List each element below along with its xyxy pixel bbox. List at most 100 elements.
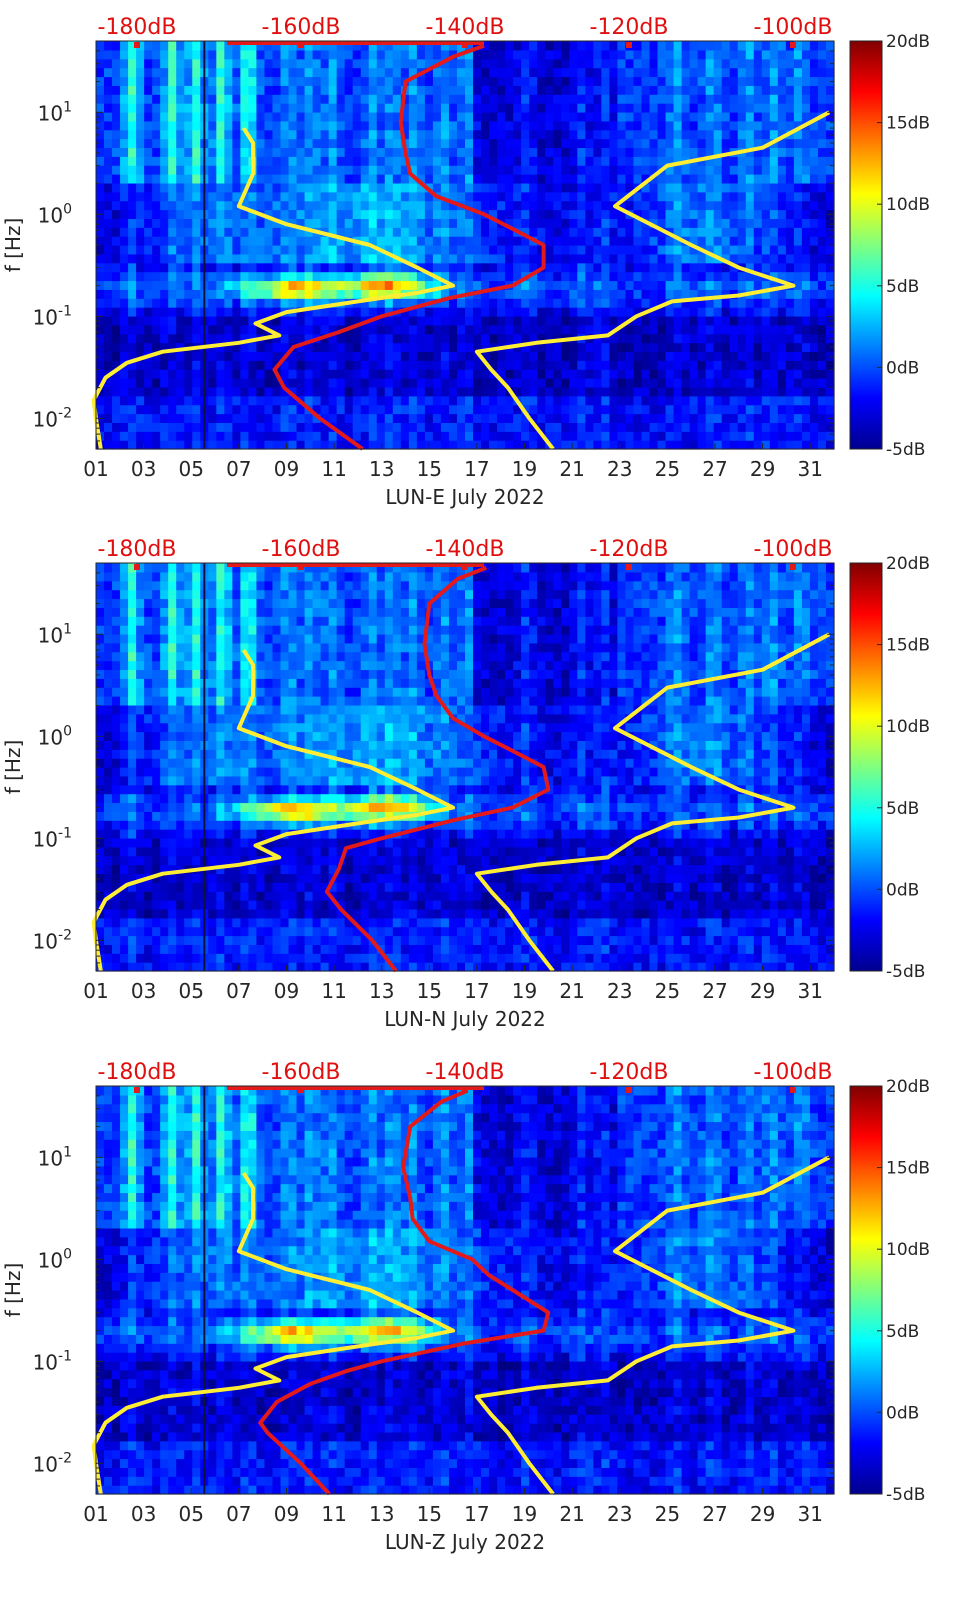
spectrogram-cell	[665, 351, 675, 361]
spectrogram-cell	[577, 94, 586, 104]
spectrogram-cell	[192, 571, 201, 582]
spectrogram-cell	[673, 431, 683, 441]
spectrogram-cell	[657, 103, 667, 113]
spectrogram-cell	[96, 775, 105, 786]
spectrogram-cell	[144, 855, 153, 866]
spectrogram-cell	[593, 431, 602, 441]
spectrogram-cell	[569, 67, 578, 78]
spectrogram-cell	[657, 245, 667, 255]
spectrogram-cell	[753, 103, 763, 113]
spectrogram-cell	[304, 440, 314, 450]
spectrogram-cell	[649, 262, 659, 273]
spectrogram-cell	[761, 386, 771, 397]
spectrogram-cell	[825, 147, 835, 157]
spectrogram-cell	[553, 307, 562, 317]
spectrogram-cell	[160, 165, 169, 175]
spectrogram-cell	[521, 315, 530, 326]
spectrogram-cell	[489, 431, 498, 441]
spectrogram-cell	[609, 307, 619, 317]
spectrogram-cell	[705, 182, 715, 193]
spectrogram-cell	[753, 174, 763, 184]
spectrogram-cell	[152, 935, 161, 945]
spectrogram-cell	[248, 342, 258, 353]
spectrogram-cell	[593, 369, 602, 379]
spectrogram-cell	[769, 191, 779, 202]
spectrogram-cell	[553, 129, 562, 140]
spectrogram-cell	[601, 253, 610, 264]
spectrogram-cell	[312, 307, 322, 317]
spectrogram-cell	[761, 182, 771, 193]
spectrogram-cell	[681, 315, 691, 326]
spectrogram-cell	[432, 253, 442, 264]
spectrogram-cell	[481, 85, 490, 95]
spectrogram-cell	[745, 94, 755, 104]
spectrogram-cell	[753, 271, 763, 282]
spectrogram-cell	[497, 422, 506, 432]
spectrogram-cell	[489, 209, 498, 219]
spectrogram-cell	[224, 298, 233, 308]
spectrogram-cell	[160, 767, 169, 777]
spectrogram-cell	[577, 227, 586, 237]
spectrogram-cell	[344, 369, 354, 379]
spectrogram-cell	[448, 174, 458, 184]
spectrogram-cell	[625, 111, 635, 122]
spectrogram-cell	[721, 360, 731, 370]
spectrogram-cell	[521, 174, 530, 184]
spectrogram-cell	[360, 174, 370, 184]
spectrogram-cell	[400, 120, 410, 131]
spectrogram-cell	[489, 360, 498, 370]
spectrogram-cell	[288, 351, 298, 361]
spectrogram-cell	[793, 94, 803, 104]
spectrogram-cell	[625, 360, 635, 370]
spectrogram-cell	[144, 182, 153, 193]
spectrogram-cell	[240, 200, 250, 211]
x-tick-label: 01	[83, 457, 108, 481]
spectrogram-cell	[745, 129, 755, 140]
spectrogram-cell	[440, 395, 450, 406]
spectrogram-cell	[160, 218, 169, 228]
spectrogram-cell	[416, 76, 426, 86]
spectrogram-cell	[144, 262, 153, 273]
spectrogram-cell	[192, 138, 201, 149]
spectrogram-cell	[232, 369, 241, 379]
spectrogram-cell	[569, 271, 578, 282]
spectrogram-cell	[128, 165, 137, 175]
spectrogram-cell	[593, 378, 602, 388]
spectrogram-cell	[160, 660, 169, 671]
spectrogram-cell	[801, 49, 811, 60]
spectrogram-cell	[304, 298, 314, 308]
spectrogram-cell	[240, 262, 250, 273]
spectrogram-cell	[184, 962, 193, 972]
spectrogram-cell	[617, 76, 627, 86]
spectrogram-cell	[392, 58, 402, 69]
spectrogram-cell	[304, 147, 314, 157]
spectrogram-cell	[312, 182, 322, 193]
spectrogram-cell	[240, 129, 250, 140]
spectrogram-cell	[152, 687, 161, 697]
spectrogram-cell	[440, 138, 450, 149]
spectrogram-cell	[585, 200, 594, 211]
spectrogram-cell	[473, 324, 482, 335]
spectrogram-cell	[569, 209, 578, 219]
spectrogram-cell	[585, 271, 594, 282]
spectrogram-cell	[617, 404, 627, 415]
spectrogram-cell	[673, 404, 683, 415]
spectrogram-cell	[144, 908, 153, 919]
spectrogram-cell	[288, 103, 298, 113]
spectrogram-cell	[184, 174, 193, 184]
spectrogram-cell	[505, 174, 514, 184]
spectrogram-cell	[96, 200, 105, 211]
spectrogram-cell	[456, 262, 466, 273]
spectrogram-cell	[168, 713, 177, 724]
spectrogram-cell	[376, 369, 386, 379]
spectrogram-cell	[256, 111, 266, 122]
spectrogram-cell	[184, 855, 193, 866]
spectrogram-cell	[360, 280, 370, 290]
spectrogram-cell	[633, 120, 643, 131]
spectrogram-cell	[184, 67, 193, 78]
spectrogram-cell	[272, 76, 282, 86]
spectrogram-cell	[184, 85, 193, 95]
spectrogram-cell	[192, 687, 201, 697]
spectrogram-cell	[328, 298, 338, 308]
spectrogram-cell	[440, 324, 450, 335]
